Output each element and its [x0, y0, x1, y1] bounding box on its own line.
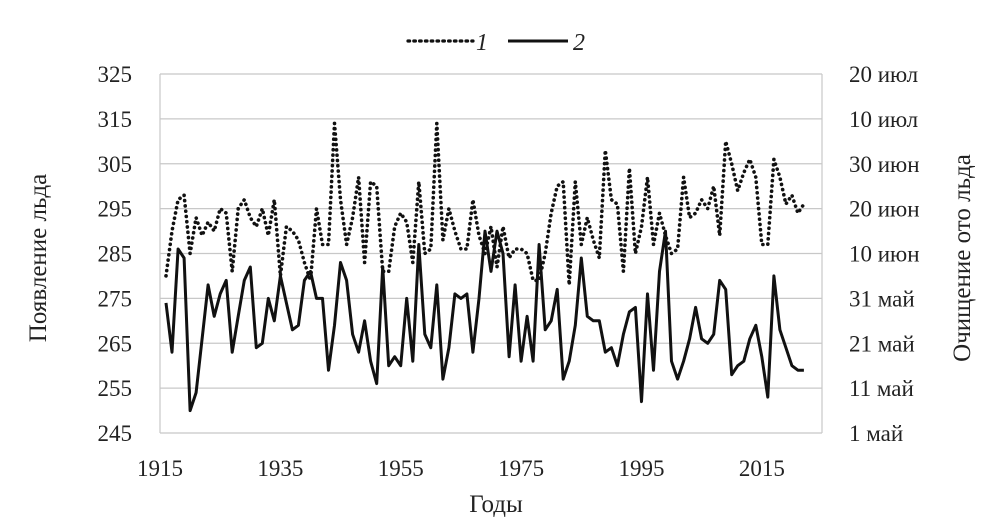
right-y-tick-labels: 20 июл 10 июл 30 июн 20 июн 10 июн 31 май 21 м…	[849, 62, 920, 446]
left-y-tick-label: 255	[98, 376, 133, 401]
x-tick-label: 1975	[498, 456, 544, 481]
right-y-tick-label: 31 май	[849, 286, 915, 311]
left-y-tick-label: 285	[98, 242, 133, 267]
x-tick-label: 1935	[257, 456, 303, 481]
left-y-tick-label: 295	[98, 197, 133, 222]
legend: 1 2	[406, 30, 585, 56]
left-y-tick-labels: 325 315 305 295 285 275 265 255 245	[98, 62, 133, 446]
right-y-tick-label: 20 июл	[849, 62, 918, 87]
left-y-tick-label: 305	[98, 152, 133, 177]
x-axis-title: Годы	[469, 491, 523, 518]
left-y-tick-label: 315	[98, 107, 133, 132]
x-tick-label: 1995	[618, 456, 664, 481]
x-tick-label: 1955	[378, 456, 424, 481]
plot-area	[159, 74, 823, 433]
left-y-axis-title: Появление льда	[25, 174, 52, 342]
series-2-line	[164, 229, 804, 413]
legend-label-series-2: 2	[573, 30, 585, 56]
left-y-tick-label: 265	[98, 331, 133, 356]
series-layer	[164, 121, 806, 413]
right-y-axis-title: Очищение ото льда	[949, 154, 976, 362]
gridlines	[160, 73, 822, 434]
left-y-tick-label: 245	[98, 421, 133, 446]
right-y-tick-label: 20 июн	[849, 197, 920, 222]
left-y-tick-label: 275	[98, 286, 133, 311]
right-y-tick-label: 1 май	[849, 421, 903, 446]
right-y-tick-label: 30 июн	[849, 152, 920, 177]
left-y-tick-label: 325	[98, 62, 133, 87]
series-1-line	[164, 121, 806, 287]
legend-label-series-1: 1	[476, 30, 488, 56]
right-y-tick-label: 10 июн	[849, 242, 920, 267]
right-y-tick-label: 11 май	[849, 376, 914, 401]
x-tick-label: 1915	[137, 456, 183, 481]
right-y-tick-label: 10 июл	[849, 107, 918, 132]
x-tick-label: 2015	[739, 456, 785, 481]
right-y-tick-label: 21 май	[849, 331, 915, 356]
x-tick-labels: 1915 1935 1955 1975 1995 2015	[137, 456, 785, 481]
